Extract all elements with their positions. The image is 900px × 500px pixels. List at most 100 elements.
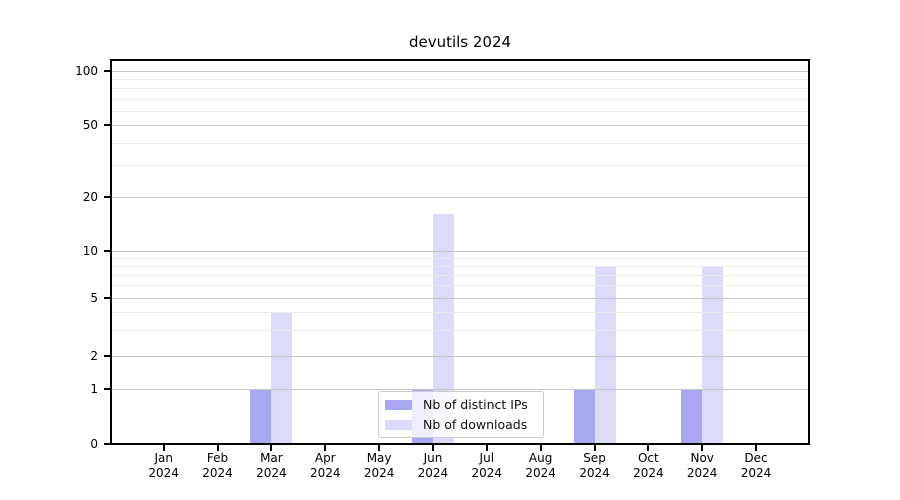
- bar-downloads-sep: [594, 265, 616, 443]
- y-tick-100: [104, 70, 110, 72]
- gridline-y-30: [112, 165, 808, 167]
- bar-distinct-ips-nov: [681, 389, 703, 443]
- x-tick-month: May: [366, 451, 392, 465]
- legend-item-downloads: Nb of downloads: [385, 416, 535, 433]
- gridline-y-50: [112, 125, 808, 126]
- x-tick-year: 2024: [579, 466, 610, 480]
- x-tick-month: Dec: [744, 451, 768, 465]
- y-tick-label-1: 1: [90, 382, 98, 396]
- bar-downloads-nov: [702, 265, 724, 443]
- x-tick-label-jul: Jul 2024: [455, 451, 519, 481]
- x-tick-label-sep: Sep 2024: [563, 451, 627, 481]
- x-tick-sep: [593, 445, 596, 451]
- plot-area: [110, 59, 810, 445]
- y-tick-label-5: 5: [90, 290, 98, 305]
- gridline-y-90: [112, 79, 808, 81]
- y-tick-label-0: 0: [90, 437, 98, 451]
- legend: Nb of distinct IPs Nb of downloads: [378, 391, 544, 438]
- gridline-y-2: [112, 355, 808, 357]
- gridline-y-60: [112, 110, 808, 112]
- gridline-y-40: [112, 142, 808, 144]
- x-tick-label-dec: Dec 2024: [724, 451, 788, 481]
- x-tick-label-mar: Mar 2024: [239, 451, 303, 481]
- x-tick-month: Mar: [260, 451, 283, 465]
- x-tick-nov: [701, 445, 704, 451]
- bar-distinct-ips-sep: [573, 389, 595, 443]
- x-tick-year: 2024: [633, 466, 664, 480]
- y-tick-label-50: 50: [82, 118, 98, 132]
- x-tick-month: Aug: [528, 451, 553, 465]
- x-tick-year: 2024: [686, 466, 718, 480]
- x-tick-label-apr: Apr 2024: [293, 451, 357, 481]
- y-tick-50: [104, 124, 110, 126]
- x-tick-year: 2024: [417, 466, 449, 480]
- x-tick-feb: [216, 445, 219, 451]
- y-tick-10: [104, 249, 110, 252]
- x-tick-year: 2024: [256, 466, 287, 480]
- x-tick-year: 2024: [202, 466, 233, 480]
- x-tick-label-feb: Feb 2024: [186, 451, 250, 481]
- gridline-y-5: [112, 297, 808, 299]
- x-tick-month: Jul: [479, 451, 495, 465]
- legend-swatch-downloads: [385, 419, 412, 430]
- y-tick-0: [104, 443, 110, 445]
- bar-downloads-jun: [432, 214, 454, 443]
- bar-distinct-ips-mar: [250, 389, 272, 443]
- x-tick-year: 2024: [309, 466, 341, 480]
- x-tick-month: Jan: [154, 451, 173, 465]
- x-tick-label-may: May 2024: [347, 451, 411, 481]
- gridline-y-100: [112, 71, 808, 72]
- x-tick-label-nov: Nov 2024: [670, 451, 734, 481]
- legend-label-downloads: Nb of downloads: [423, 417, 528, 432]
- gridline-y-4: [112, 311, 808, 313]
- y-tick-label-20: 20: [82, 190, 98, 204]
- x-tick-month: Oct: [637, 451, 659, 465]
- x-tick-label-oct: Oct 2024: [616, 451, 680, 481]
- legend-label-distinct-ips: Nb of distinct IPs: [423, 397, 528, 412]
- x-tick-year: 2024: [363, 466, 395, 480]
- bar-downloads-mar: [271, 311, 293, 443]
- gridline-y-3: [112, 329, 808, 331]
- x-tick-month: Apr: [314, 451, 336, 465]
- x-tick-aug: [539, 445, 542, 451]
- gridline-y-70: [112, 98, 808, 100]
- x-tick-apr: [324, 445, 327, 451]
- y-tick-label-2: 2: [90, 348, 98, 363]
- gridline-y-9: [112, 257, 808, 259]
- x-tick-month: Jun: [423, 451, 443, 465]
- x-tick-jun: [431, 445, 434, 451]
- gridline-y-1: [112, 389, 808, 390]
- gridline-y-8: [112, 265, 808, 267]
- y-tick-20: [104, 196, 110, 198]
- y-tick-5: [104, 296, 110, 299]
- x-tick-dec: [755, 445, 758, 451]
- gridline-y-80: [112, 88, 808, 90]
- y-tick-1: [104, 388, 110, 390]
- x-tick-mar: [270, 445, 273, 451]
- x-tick-jan: [162, 445, 165, 451]
- y-tick-label-10: 10: [82, 243, 98, 258]
- y-tick-2: [104, 354, 110, 357]
- gridline-y-20: [112, 197, 808, 198]
- x-tick-year: 2024: [148, 466, 179, 480]
- gridline-y-6: [112, 285, 808, 287]
- x-tick-month: Feb: [206, 451, 229, 465]
- x-tick-month: Sep: [583, 451, 606, 465]
- legend-swatch-distinct-ips: [385, 399, 412, 410]
- x-tick-may: [378, 445, 381, 451]
- x-tick-year: 2024: [471, 466, 503, 480]
- x-tick-year: 2024: [525, 466, 556, 480]
- gridline-y-10: [112, 250, 808, 252]
- x-tick-label-jun: Jun 2024: [401, 451, 465, 481]
- x-tick-month: Nov: [690, 451, 714, 465]
- chart-title: devutils 2024: [408, 33, 512, 51]
- x-tick-label-jan: Jan 2024: [132, 451, 196, 481]
- x-tick-jul: [485, 445, 488, 451]
- gridline-y-7: [112, 274, 808, 276]
- x-tick-oct: [647, 445, 650, 451]
- x-tick-year: 2024: [740, 466, 772, 480]
- legend-item-distinct-ips: Nb of distinct IPs: [385, 396, 535, 413]
- y-tick-label-100: 100: [75, 64, 98, 78]
- x-tick-label-aug: Aug 2024: [509, 451, 573, 481]
